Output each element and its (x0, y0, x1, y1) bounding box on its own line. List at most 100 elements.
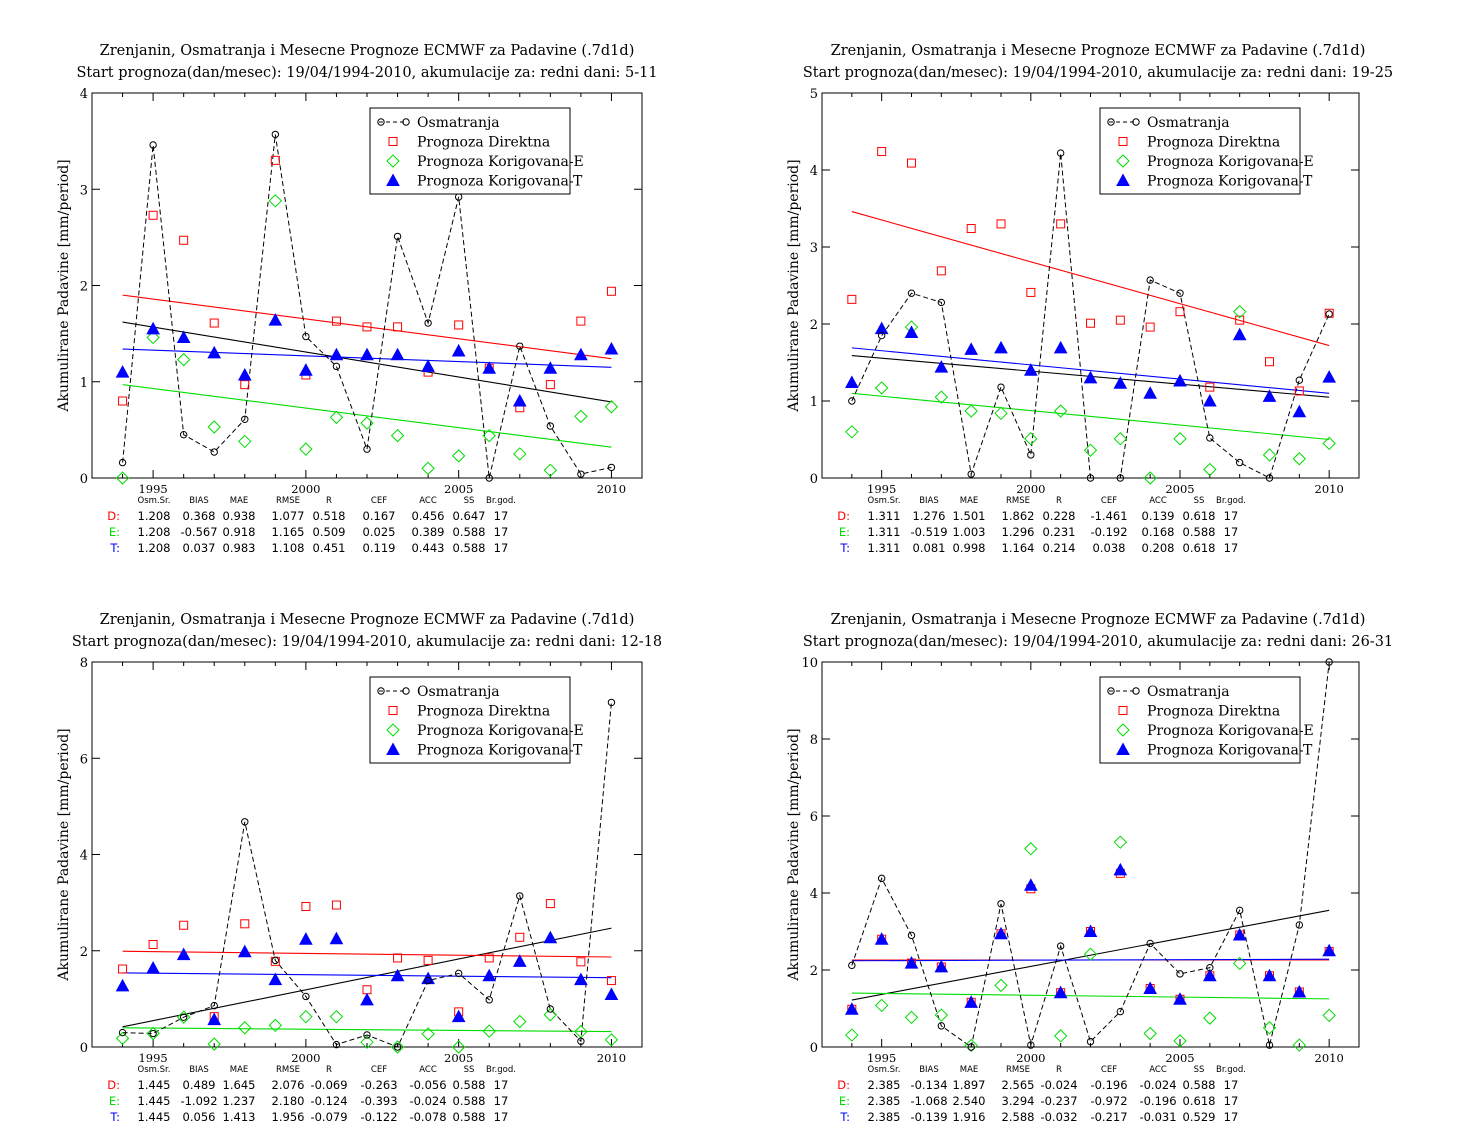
legend-marker-corr_e (1116, 154, 1130, 168)
series-line-obs (851, 661, 1330, 1048)
y-tick-label: 0 (80, 472, 88, 487)
stats-cell: -0.519 (910, 525, 947, 539)
y-axis-label: Akumulirane Padavine [mm/period] (786, 159, 802, 412)
stats-cell: 17 (494, 541, 509, 555)
point-corr_e (543, 1008, 558, 1022)
y-tick-label: 4 (80, 87, 88, 102)
point-corr_t (1232, 927, 1247, 941)
stats-row-label: D: (107, 509, 120, 523)
point-corr_t (1113, 862, 1128, 876)
stats-header: RMSE (276, 496, 300, 506)
point-obs (271, 956, 280, 965)
point-obs (907, 931, 916, 940)
point-corr_t (964, 995, 979, 1008)
stats-header: Br.god. (486, 496, 516, 506)
point-corr_t (1232, 327, 1247, 341)
point-obs (937, 1022, 946, 1030)
point-direct (1294, 386, 1304, 396)
stats-cell: 17 (1224, 509, 1239, 523)
point-corr_e (604, 1033, 619, 1047)
stats-row-label: D: (107, 1078, 120, 1092)
point-corr_t (904, 325, 919, 338)
stats-header: MAE (230, 1065, 249, 1075)
stats-cell: 0.588 (453, 541, 486, 555)
point-corr_t (268, 313, 283, 326)
point-corr_e (176, 1010, 191, 1024)
point-corr_e (1083, 947, 1098, 961)
point-corr_t (268, 972, 283, 986)
legend-label-corr_e: Prognoza Korigovana-E (417, 154, 584, 170)
point-corr_t (207, 1012, 222, 1026)
point-corr_e (115, 1031, 130, 1046)
legend-marker-obs (377, 687, 385, 695)
point-obs (210, 448, 218, 456)
trend-line-obs (122, 321, 612, 403)
stats-header: Osm.Sr. (868, 1065, 901, 1075)
legend-marker-obs (402, 118, 410, 126)
x-tick-label: 2000 (1016, 1051, 1045, 1065)
point-corr_e (845, 1028, 859, 1042)
stats-cell: 2.385 (868, 1110, 901, 1124)
y-tick-label: 2 (810, 318, 818, 333)
stats-cell: 0.208 (1142, 541, 1175, 555)
legend-marker-obs (1132, 687, 1140, 695)
point-corr_t (421, 971, 435, 985)
point-obs (1146, 939, 1154, 948)
point-corr_e (207, 1037, 221, 1051)
point-corr_t (1113, 376, 1128, 389)
point-obs (149, 1029, 157, 1038)
stats-header: SS (464, 496, 475, 506)
legend-marker-corr_t (386, 742, 400, 755)
point-corr_t (329, 347, 344, 361)
point-direct (966, 224, 976, 234)
trend-line-direct (851, 211, 1330, 347)
stats-cell: 2.565 (1002, 1078, 1035, 1092)
point-obs (577, 470, 585, 478)
point-obs (967, 470, 975, 478)
point-corr_t (1202, 393, 1217, 407)
stats-cell: -0.069 (310, 1078, 347, 1092)
point-corr_t (451, 343, 466, 357)
point-corr_t (1262, 968, 1277, 982)
point-corr_t (994, 926, 1008, 940)
point-obs (1027, 451, 1035, 459)
stats-cell: 0.214 (1043, 541, 1076, 555)
point-obs (967, 1043, 975, 1051)
point-obs (877, 874, 886, 883)
point-obs (1086, 474, 1095, 482)
point-obs (485, 474, 493, 482)
legend: Osmatranja Prognoza Direktna Prognoza Kori… (1099, 676, 1314, 764)
point-obs (210, 1001, 218, 1010)
stats-cell: 0.038 (1093, 541, 1126, 555)
point-obs (1176, 970, 1184, 978)
y-tick-label: 5 (810, 87, 818, 102)
point-corr_t (1053, 340, 1068, 354)
stats-header: BIAS (919, 496, 939, 506)
stats-cell: -0.122 (360, 1110, 397, 1124)
series-line-obs (851, 153, 1330, 479)
stats-cell: 1.445 (138, 1094, 171, 1108)
point-corr_t (934, 360, 949, 373)
trend-line-corr_t (851, 347, 1330, 394)
stats-row-label: T: (109, 1110, 120, 1124)
stats-header: CEF (1101, 496, 1117, 506)
stats-cell: 1.077 (272, 509, 305, 523)
chart-subtitle: Start prognoza(dan/mesec): 19/04/1994-20… (803, 65, 1393, 81)
trend-line-corr_e (122, 1027, 612, 1033)
legend-label-corr_e: Prognoza Korigovana-E (1147, 723, 1314, 739)
point-direct (1145, 322, 1155, 332)
x-tick-label: 2000 (1016, 482, 1045, 496)
stats-cell: 17 (1224, 1094, 1239, 1108)
point-corr_t (844, 375, 859, 389)
y-tick-label: 4 (80, 849, 88, 864)
legend: Osmatranja Prognoza Direktna Prognoza Kori… (369, 107, 584, 195)
stats-cell: 0.588 (453, 1110, 486, 1124)
point-direct (393, 953, 403, 963)
point-corr_e (238, 434, 252, 449)
stats-cell: 1.916 (953, 1110, 986, 1124)
point-obs (1235, 906, 1244, 915)
point-corr_t (299, 932, 313, 945)
legend-marker-obs (377, 118, 385, 126)
point-obs (1325, 658, 1333, 666)
